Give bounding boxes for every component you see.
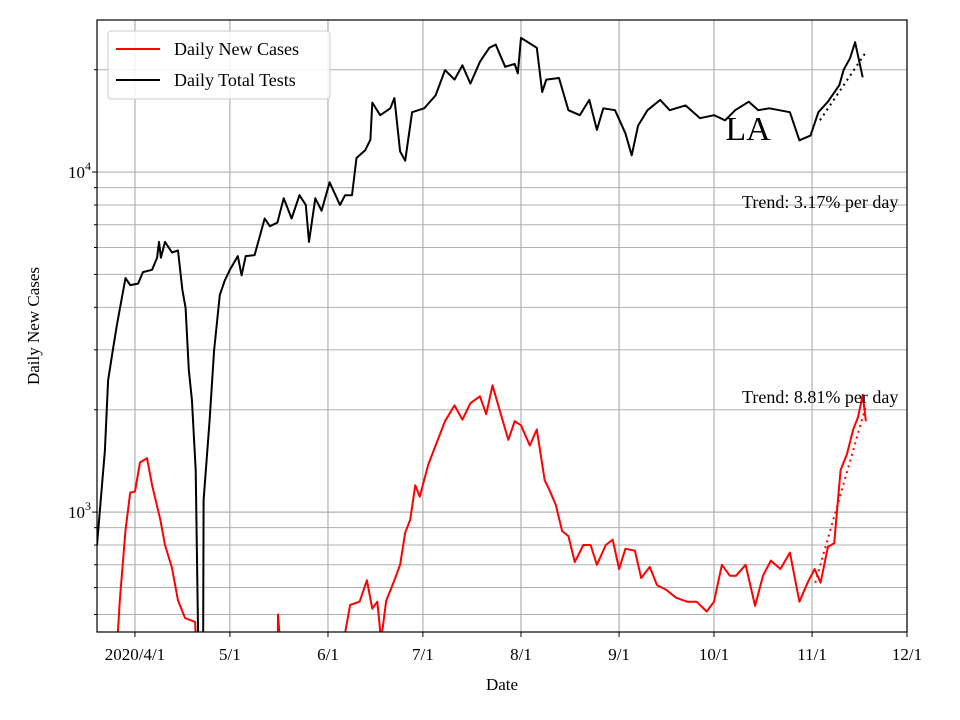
plot-frame (96, 19, 908, 633)
legend-label-cases: Daily New Cases (174, 39, 299, 59)
y-tick-label: 103 (68, 499, 91, 522)
x-tick-label: 7/1 (412, 645, 434, 664)
trend-line-tests (819, 51, 867, 121)
axis-ticks: 103 104 2020/4/1 5/1 6/1 7/1 8/1 9/1 10/1 11/1 12/… (68, 69, 922, 664)
x-tick-label: 12/1 (892, 645, 922, 664)
x-tick-label: 2020/4/1 (105, 645, 165, 664)
legend: Daily New Cases Daily Total Tests (107, 30, 331, 100)
x-tick-label: 9/1 (608, 645, 630, 664)
legend-label-tests: Daily Total Tests (174, 70, 296, 90)
x-axis-label: Date (486, 675, 518, 694)
y-tick-label: 104 (68, 159, 91, 182)
trend-line-cases (814, 405, 867, 583)
plot-lines (97, 36, 867, 632)
y-axis-label: Daily New Cases (24, 267, 43, 385)
x-tick-label: 5/1 (219, 645, 241, 664)
x-tick-label: 8/1 (510, 645, 532, 664)
legend-box (107, 30, 331, 100)
x-tick-label: 6/1 (317, 645, 339, 664)
trend-label-tests: Trend: 3.17% per day (742, 192, 898, 212)
x-tick-label: 11/1 (797, 645, 827, 664)
series-line-cases (116, 384, 867, 632)
x-tick-label: 10/1 (699, 645, 729, 664)
series-line-tests (97, 36, 864, 632)
trend-label-cases: Trend: 8.81% per day (742, 387, 898, 407)
region-label: LA (725, 111, 771, 148)
